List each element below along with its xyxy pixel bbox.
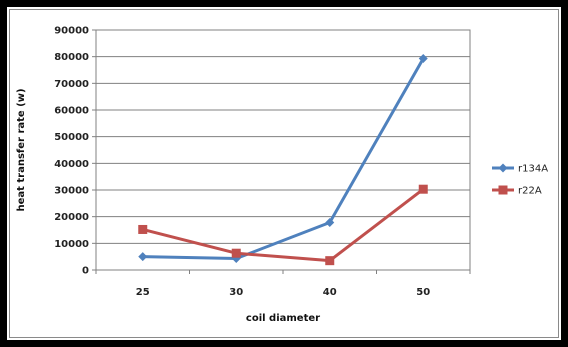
y-tick-label: 70000 (54, 79, 89, 90)
legend-entry-r22A: r22A (492, 185, 542, 197)
data-point-r22A (138, 224, 148, 234)
y-axis-title: heat transfer rate (w) (16, 88, 27, 211)
legend-label: r22A (518, 186, 542, 197)
gridlines (96, 29, 470, 244)
series-r22A (138, 184, 428, 266)
y-tick-label: 60000 (54, 106, 89, 117)
data-point-r22A (418, 184, 428, 194)
y-tick-label: 20000 (54, 212, 89, 223)
x-axis-ticks: 25 30 40 50 (95, 270, 471, 298)
x-axis-title: coil diameter (246, 313, 320, 324)
data-point-r134A (418, 54, 428, 64)
data-point-r134A (231, 254, 241, 264)
data-point-r134A (138, 252, 148, 262)
plot-area (95, 29, 471, 271)
y-tick-label: 10000 (54, 239, 89, 250)
legend-entry-r134A: r134A (492, 163, 548, 175)
legend: r134A r22A (492, 163, 548, 197)
chart-area-border (9, 9, 559, 338)
y-tick-label: 30000 (54, 186, 89, 197)
x-tick-label: 30 (229, 287, 243, 298)
y-tick-label: 90000 (54, 26, 89, 37)
y-tick-label: 40000 (54, 159, 89, 170)
series-line-r134A (142, 57, 425, 261)
x-tick-label: 40 (323, 287, 337, 298)
y-tick-label: 80000 (54, 52, 89, 63)
data-point-r22A (325, 256, 335, 266)
legend-label: r134A (518, 164, 548, 175)
series-line-r22A (142, 188, 425, 263)
y-axis-ticks: 0 10000 20000 30000 40000 50000 60000 70000 8000… (54, 26, 96, 277)
legend-marker (498, 163, 508, 173)
x-tick-label: 50 (416, 287, 430, 298)
x-tick-label: 25 (136, 287, 150, 298)
series-r134A (138, 54, 428, 264)
y-tick-label: 0 (82, 266, 89, 277)
data-point-r134A (325, 218, 335, 228)
series-lines (138, 54, 428, 266)
legend-marker (498, 185, 508, 195)
y-tick-label: 50000 (54, 132, 89, 143)
data-point-r22A (231, 248, 241, 258)
